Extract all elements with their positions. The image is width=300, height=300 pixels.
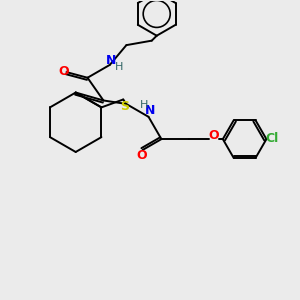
- Text: N: N: [145, 104, 156, 117]
- Text: O: O: [208, 129, 219, 142]
- Text: H: H: [115, 62, 123, 72]
- Text: S: S: [120, 100, 129, 113]
- Text: H: H: [140, 100, 149, 110]
- Text: O: O: [58, 64, 69, 78]
- Text: N: N: [106, 54, 116, 68]
- Text: Cl: Cl: [266, 132, 279, 145]
- Text: O: O: [136, 149, 147, 163]
